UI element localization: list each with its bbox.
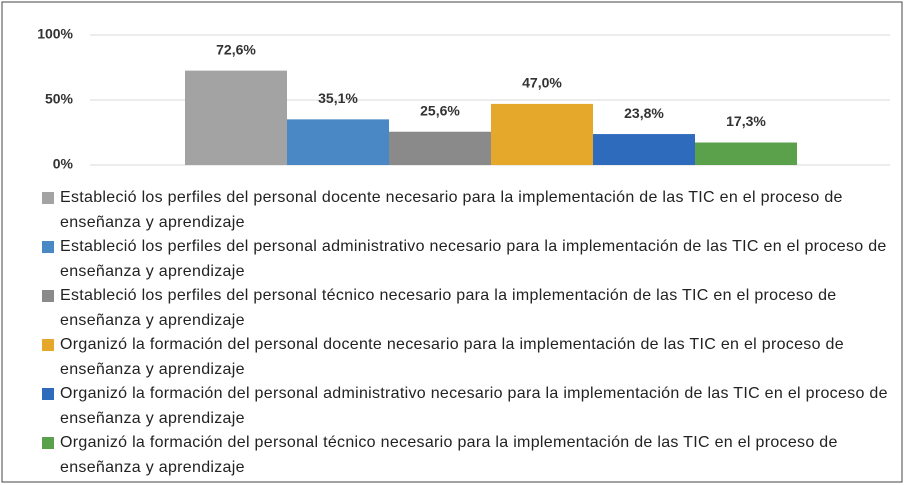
legend-label: Estableció los perfiles del personal téc… xyxy=(60,287,837,329)
legend-swatch xyxy=(42,339,54,351)
bar xyxy=(287,119,389,165)
bar xyxy=(185,70,287,165)
legend-swatch xyxy=(42,388,54,400)
legend-entry: Estableció los perfiles del personal doc… xyxy=(42,186,892,235)
legend-label: Estableció los perfiles del personal doc… xyxy=(60,189,843,231)
bar xyxy=(491,103,593,165)
legend: Estableció los perfiles del personal doc… xyxy=(42,186,892,480)
legend-entry: Organizó la formación del personal técni… xyxy=(42,431,892,480)
bar xyxy=(695,142,797,165)
legend-entry: Organizó la formación del personal admin… xyxy=(42,382,892,431)
bar xyxy=(593,134,695,165)
legend-entry: Estableció los perfiles del personal téc… xyxy=(42,284,892,333)
legend-label: Organizó la formación del personal admin… xyxy=(60,385,888,427)
data-label: 72,6% xyxy=(216,41,256,57)
y-tick-label: 0% xyxy=(53,156,74,172)
legend-entry: Estableció los perfiles del personal adm… xyxy=(42,235,892,284)
data-label: 47,0% xyxy=(522,75,562,91)
data-label: 25,6% xyxy=(420,102,460,118)
data-label: 23,8% xyxy=(624,105,664,121)
data-label: 17,3% xyxy=(726,113,766,129)
y-tick-label: 50% xyxy=(45,91,74,107)
legend-swatch xyxy=(42,192,54,204)
legend-entry: Organizó la formación del personal docen… xyxy=(42,333,892,382)
legend-swatch xyxy=(42,290,54,302)
legend-swatch xyxy=(42,241,54,253)
bar xyxy=(389,131,491,165)
data-label: 35,1% xyxy=(318,90,358,106)
legend-label: Organizó la formación del personal técni… xyxy=(60,434,838,476)
legend-label: Estableció los perfiles del personal adm… xyxy=(60,238,887,280)
legend-swatch xyxy=(42,437,54,449)
y-tick-label: 100% xyxy=(37,26,73,42)
legend-label: Organizó la formación del personal docen… xyxy=(60,336,844,378)
